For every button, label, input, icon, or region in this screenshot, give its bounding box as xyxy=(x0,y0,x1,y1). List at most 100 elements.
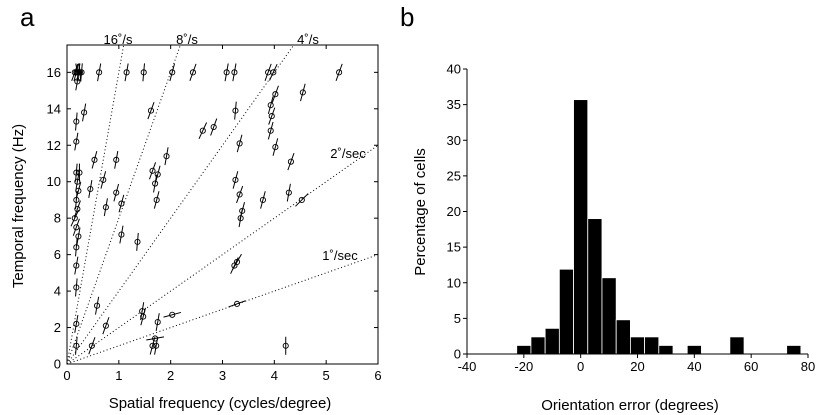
point-marker xyxy=(73,284,80,291)
data-point xyxy=(94,296,101,315)
orientation-segment xyxy=(75,336,78,355)
orientation-segment xyxy=(148,162,157,180)
x-tick-label: 20 xyxy=(630,359,644,374)
y-tick-label: 8 xyxy=(54,211,61,226)
orientation-segment xyxy=(268,107,276,125)
data-point xyxy=(299,83,306,102)
x-tick-label: 80 xyxy=(801,359,815,374)
data-point xyxy=(87,180,94,198)
orientation-segment xyxy=(236,185,244,204)
x-tick-label: 3 xyxy=(219,368,226,383)
point-marker xyxy=(88,342,95,349)
histogram-bar xyxy=(516,345,532,355)
point-marker xyxy=(73,196,80,203)
orientation-segment xyxy=(140,307,147,326)
data-point xyxy=(73,112,80,131)
y-tick-label: 30 xyxy=(447,133,461,148)
y-tick-label: 35 xyxy=(447,97,461,112)
x-tick-label: -40 xyxy=(458,359,477,374)
data-point xyxy=(267,121,274,140)
data-point xyxy=(268,107,276,125)
data-point xyxy=(70,209,80,227)
point-marker xyxy=(118,200,125,207)
data-point xyxy=(73,132,80,151)
orientation-segment xyxy=(91,151,98,169)
orientation-segment xyxy=(118,194,125,213)
x-tick-label: 5 xyxy=(323,368,330,383)
speed-labels: 16˚/s 8˚/s 4˚/s 2˚/sec 1˚/sec xyxy=(104,32,367,263)
data-point xyxy=(198,122,208,140)
panel-b-letter: b xyxy=(400,2,414,32)
point-marker xyxy=(259,196,266,203)
data-point xyxy=(113,150,120,169)
orientation-segment xyxy=(230,257,239,274)
speed-lines xyxy=(66,44,379,365)
point-marker xyxy=(75,233,82,240)
histogram-bar xyxy=(729,336,745,355)
orientation-segment xyxy=(210,118,218,136)
point-marker xyxy=(140,69,147,76)
x-tick-label: 0 xyxy=(577,359,584,374)
orientation-segment xyxy=(146,336,165,341)
orientation-segment xyxy=(75,190,78,209)
x-tick-label: -20 xyxy=(514,359,533,374)
x-tick-label: 4 xyxy=(271,368,278,383)
point-marker xyxy=(154,319,161,326)
point-marker xyxy=(232,176,239,183)
orientation-segment xyxy=(169,63,176,82)
data-point xyxy=(189,63,197,81)
x-tick-label: 60 xyxy=(744,359,758,374)
data-point xyxy=(237,209,244,228)
orientation-segment xyxy=(97,63,102,82)
point-marker xyxy=(152,180,159,187)
point-marker xyxy=(73,169,80,176)
data-point xyxy=(118,194,125,213)
orientation-segment xyxy=(287,153,295,171)
orientation-segment xyxy=(155,313,160,332)
data-point xyxy=(88,337,96,355)
y-tick-label: 20 xyxy=(447,204,461,219)
data-point xyxy=(81,103,88,122)
point-marker xyxy=(73,138,80,145)
orientation-segment xyxy=(163,311,182,318)
y-tick-label: 14 xyxy=(47,101,61,116)
histogram-bar xyxy=(615,319,631,355)
orientation-segment xyxy=(140,302,145,321)
histogram-bar xyxy=(587,218,603,355)
point-marker xyxy=(272,91,279,98)
orientation-segment xyxy=(75,238,78,257)
orientation-segment xyxy=(70,209,80,227)
data-point xyxy=(140,63,147,82)
orientation-segment xyxy=(102,317,110,335)
orientation-segment xyxy=(124,63,129,82)
point-marker xyxy=(102,322,109,329)
orientation-segment xyxy=(232,63,237,82)
point-marker xyxy=(236,140,243,147)
point-marker xyxy=(169,69,176,76)
panel-a-x-axis-label: Spatial frequency (cycles/degree) xyxy=(109,395,332,412)
point-marker xyxy=(94,302,101,309)
data-point xyxy=(76,163,83,182)
x-tick-label: 40 xyxy=(687,359,701,374)
data-point xyxy=(74,72,81,91)
panel-a-y-ticks: 0 2 4 6 8 10 12 14 16 xyxy=(47,65,378,372)
orientation-segment xyxy=(75,72,80,91)
histogram-bar xyxy=(601,277,617,355)
y-tick-label: 5 xyxy=(454,311,461,326)
data-point xyxy=(282,336,289,355)
point-marker xyxy=(81,109,88,116)
point-marker xyxy=(96,69,103,76)
point-marker xyxy=(100,176,107,183)
data-point xyxy=(287,153,295,171)
point-marker xyxy=(78,69,85,76)
panel-b: -40 -20 0 20 40 60 80 0 5 10 15 20 25 30 35 40 Orienta… xyxy=(412,62,815,415)
data-point xyxy=(146,335,165,342)
y-tick-label: 10 xyxy=(447,275,461,290)
data-point xyxy=(123,63,130,82)
orientation-segment xyxy=(88,337,96,355)
orientation-segment xyxy=(300,83,306,102)
point-marker xyxy=(75,187,82,194)
y-tick-label: 0 xyxy=(454,347,461,362)
data-point xyxy=(113,183,120,202)
